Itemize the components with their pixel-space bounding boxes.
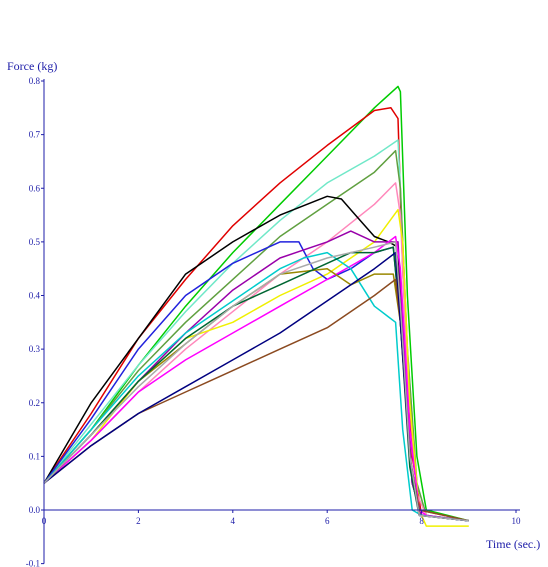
y-tick-label: 0.1 (29, 451, 40, 461)
y-tick-label: -0.1 (26, 559, 40, 567)
x-tick-label: 0 (42, 516, 47, 526)
series-line-11 (43, 251, 469, 522)
y-tick-label: 0.0 (29, 505, 41, 515)
axes (43, 79, 520, 564)
y-axis-label: Force (kg) (7, 59, 57, 73)
y-tick-label: 0.5 (29, 237, 41, 247)
x-tick-label: 10 (512, 516, 522, 526)
series-line-10 (43, 235, 469, 522)
x-tick-label: 8 (419, 516, 424, 526)
y-tick-label: 0.2 (29, 398, 40, 408)
series-lines (43, 85, 469, 527)
x-tick-label: 2 (136, 516, 141, 526)
y-tick-label: 0.4 (29, 291, 41, 301)
y-tick-label: 0.7 (29, 130, 41, 140)
ticks: -0.1 0.0 0.1 0.2 0.3 0.4 0.5 0.6 0.7 0.8 0 2 4 6 8 10 (26, 76, 521, 567)
series-line-16 (43, 241, 469, 522)
x-axis-label: Time (sec.) (486, 537, 540, 551)
y-tick-label: 0.6 (29, 183, 41, 193)
x-tick-label: 4 (231, 516, 236, 526)
series-line-9 (43, 230, 469, 522)
y-tick-label: 0.8 (29, 76, 41, 86)
x-tick-label: 6 (325, 516, 330, 526)
y-tick-label: 0.3 (29, 344, 41, 354)
